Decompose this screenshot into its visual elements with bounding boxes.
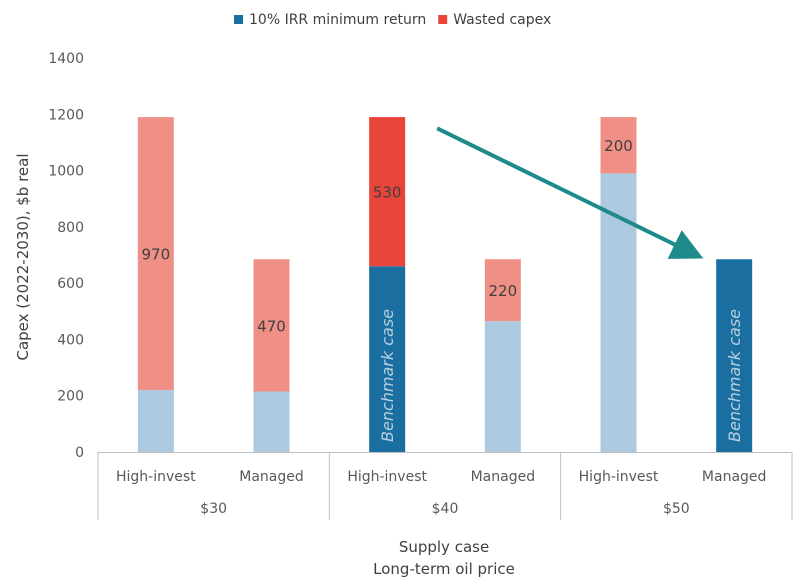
- bar-segment-base: [600, 173, 637, 452]
- legend-swatch: [438, 15, 448, 24]
- y-axis: 0 200 400 600 800 1000 1200 1400: [48, 51, 84, 461]
- bar-segment-base: [137, 390, 174, 452]
- benchmark-case-label: Benchmark case: [378, 309, 397, 442]
- legend-swatch: [234, 15, 243, 24]
- data-label-wasted: 970: [142, 246, 171, 264]
- data-label-wasted: 220: [489, 282, 518, 300]
- bar-segment-base: [484, 321, 521, 452]
- data-label-wasted: 200: [604, 137, 633, 155]
- x-category-label: High-invest: [579, 469, 659, 485]
- legend: 10% IRR minimum return Wasted capex: [234, 12, 551, 28]
- bars: 970 470 530 Benchmark case 220 200 Benchmark c…: [137, 117, 753, 452]
- x-category-label: Managed: [239, 469, 304, 485]
- y-tick-label: 400: [57, 332, 84, 348]
- bar-segment-base: [716, 259, 753, 452]
- x-axis: High-invest Managed High-invest Managed High…: [97, 452, 793, 520]
- x-group-label: $30: [200, 501, 227, 517]
- data-label-wasted: 530: [373, 184, 402, 202]
- legend-label: 10% IRR minimum return: [249, 12, 426, 28]
- y-tick-label: 200: [57, 389, 84, 405]
- annotations: [436, 126, 704, 259]
- legend-label: Wasted capex: [453, 12, 551, 28]
- x-category-label: High-invest: [116, 469, 196, 485]
- x-axis-title-line1: Supply case: [399, 538, 489, 556]
- x-category-label: Managed: [471, 469, 536, 485]
- y-tick-label: 600: [57, 276, 84, 292]
- bar-segment-base: [369, 266, 406, 452]
- y-tick-label: 1400: [48, 51, 84, 67]
- bar-segment-base: [253, 391, 290, 452]
- bar-segment-wasted: [369, 117, 406, 267]
- bar-segment-wasted: [484, 259, 521, 322]
- x-category-label: High-invest: [347, 469, 427, 485]
- y-tick-label: 1000: [48, 164, 84, 180]
- x-group-label: $50: [663, 501, 690, 517]
- bar-segment-wasted: [137, 117, 174, 391]
- trend-arrow: [436, 126, 704, 259]
- bar-segment-wasted: [253, 259, 290, 392]
- y-axis-title: Capex (2022-2030), $b real: [14, 153, 32, 360]
- x-category-label: Managed: [702, 469, 767, 485]
- y-tick-label: 0: [75, 445, 84, 461]
- benchmark-case-label: Benchmark case: [725, 309, 744, 442]
- y-tick-label: 1200: [48, 107, 84, 123]
- x-axis-title-line2: Long-term oil price: [373, 560, 515, 578]
- bar-segment-wasted: [600, 117, 637, 174]
- data-label-wasted: 470: [257, 317, 286, 335]
- y-tick-label: 800: [57, 220, 84, 236]
- x-group-label: $40: [432, 501, 459, 517]
